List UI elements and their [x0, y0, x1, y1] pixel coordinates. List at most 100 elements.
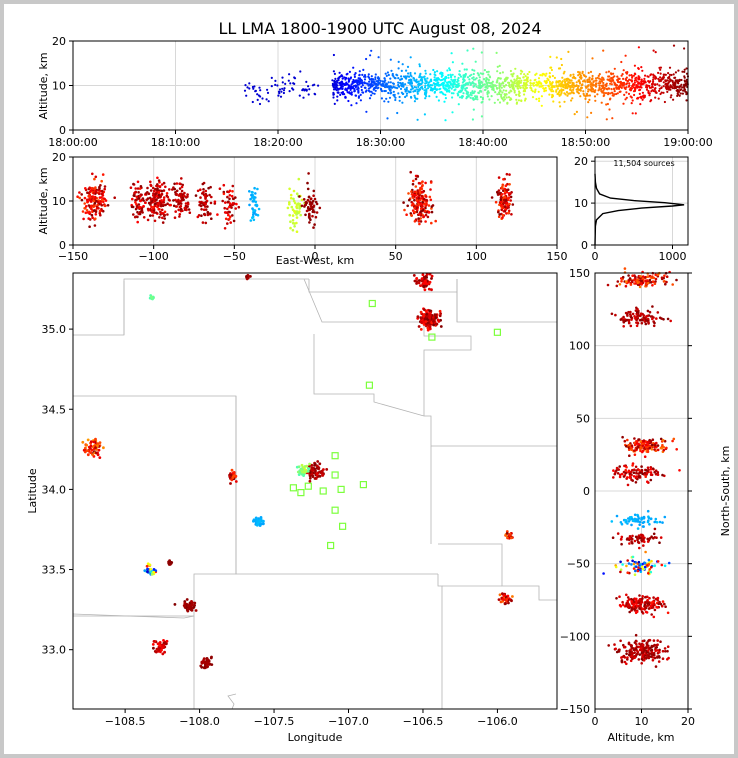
plan-view-point	[145, 564, 149, 568]
north-south-point	[678, 469, 681, 472]
north-south-point	[602, 572, 605, 575]
east-west-grid	[72, 156, 558, 246]
east-west-point	[157, 202, 160, 206]
north-south-point	[637, 314, 641, 317]
north-south-point	[630, 537, 634, 541]
time-altitude-point	[595, 82, 598, 85]
time-altitude-point	[561, 76, 564, 79]
time-altitude-point	[307, 85, 310, 88]
tick-label: 10	[574, 197, 588, 210]
time-altitude-point	[468, 78, 471, 81]
time-altitude-point	[480, 115, 483, 118]
east-west-point	[179, 204, 183, 208]
time-altitude-point	[615, 92, 618, 96]
time-altitude-point	[658, 89, 661, 92]
time-altitude-point	[396, 111, 399, 115]
east-west-point	[98, 209, 102, 213]
east-west-point	[161, 204, 165, 207]
east-west-point	[417, 200, 420, 204]
east-west-point	[168, 188, 171, 191]
east-west-point	[100, 192, 104, 196]
north-south-point	[625, 465, 628, 469]
time-altitude-point	[245, 94, 248, 97]
time-altitude-point	[608, 108, 611, 111]
time-altitude-point	[409, 95, 413, 99]
north-south-point	[633, 608, 636, 611]
north-south-point	[658, 600, 661, 604]
east-west-point	[228, 205, 231, 209]
time-altitude-point	[423, 89, 426, 92]
plan-view-point	[428, 325, 432, 329]
east-west-point	[153, 219, 157, 223]
north-south-point	[620, 656, 623, 659]
east-west-point	[82, 217, 85, 221]
time-altitude-point	[531, 96, 535, 99]
station-marker	[319, 487, 327, 495]
north-south-point	[647, 649, 650, 652]
time-altitude-point	[431, 88, 435, 91]
time-altitude-point	[366, 82, 369, 85]
east-west-point	[419, 217, 423, 220]
time-altitude-point	[377, 56, 380, 59]
north-south-point	[645, 605, 648, 608]
east-west-point	[160, 211, 163, 215]
time-altitude-point	[672, 73, 675, 76]
east-west-point	[87, 217, 90, 220]
time-altitude-point	[620, 74, 623, 77]
time-altitude-point	[577, 79, 580, 83]
time-altitude-point	[254, 90, 257, 93]
east-west-point	[89, 204, 93, 208]
north-south-point	[661, 600, 665, 603]
east-west-point	[402, 201, 405, 204]
north-south-point	[618, 473, 622, 477]
east-west-point	[297, 177, 301, 181]
time-altitude-point	[288, 90, 291, 93]
east-west-point	[152, 192, 155, 195]
time-altitude-point	[682, 89, 685, 92]
north-south-point	[657, 660, 661, 663]
time-altitude-point	[474, 83, 477, 86]
east-west-point	[229, 221, 232, 224]
plan-view-point	[259, 522, 262, 526]
east-west-point	[231, 202, 235, 205]
time-altitude-point	[345, 81, 348, 84]
north-south-point	[640, 662, 643, 665]
time-altitude-point	[305, 88, 308, 91]
time-altitude-point	[663, 100, 667, 104]
north-south-point	[632, 562, 636, 566]
plan-view-point	[91, 445, 95, 449]
time-altitude-point	[351, 82, 354, 85]
north-south-point	[638, 642, 641, 645]
north-south-point	[663, 515, 667, 519]
time-altitude-point	[607, 87, 610, 90]
east-west-point	[497, 176, 501, 179]
time-altitude-point	[436, 70, 439, 73]
time-altitude-point	[487, 70, 490, 73]
time-altitude-point	[569, 74, 572, 77]
time-altitude-point	[555, 56, 558, 59]
time-altitude-point	[331, 79, 334, 82]
time-altitude-point	[537, 80, 541, 83]
time-altitude-point	[509, 89, 512, 92]
time-altitude-point	[610, 91, 614, 94]
time-altitude-point	[400, 82, 403, 86]
time-altitude-point	[368, 90, 371, 93]
station-marker	[331, 471, 339, 479]
east-west-point	[149, 214, 152, 217]
north-south-ylabel: North-South, km	[719, 446, 732, 537]
north-south-point	[651, 275, 654, 278]
time-altitude-point	[386, 71, 389, 74]
north-south-point	[637, 566, 640, 569]
time-altitude-point	[494, 91, 497, 94]
time-altitude-point	[577, 85, 580, 88]
time-altitude-point	[525, 83, 528, 86]
time-altitude-point	[537, 77, 541, 80]
time-altitude-point	[475, 85, 478, 88]
east-west-point	[166, 213, 169, 216]
north-south-point	[643, 565, 647, 569]
north-south-point	[661, 521, 664, 524]
time-altitude-point	[462, 75, 465, 78]
plan-view-point	[152, 640, 156, 643]
time-altitude-point	[404, 83, 407, 86]
plan-view-point	[318, 470, 322, 474]
